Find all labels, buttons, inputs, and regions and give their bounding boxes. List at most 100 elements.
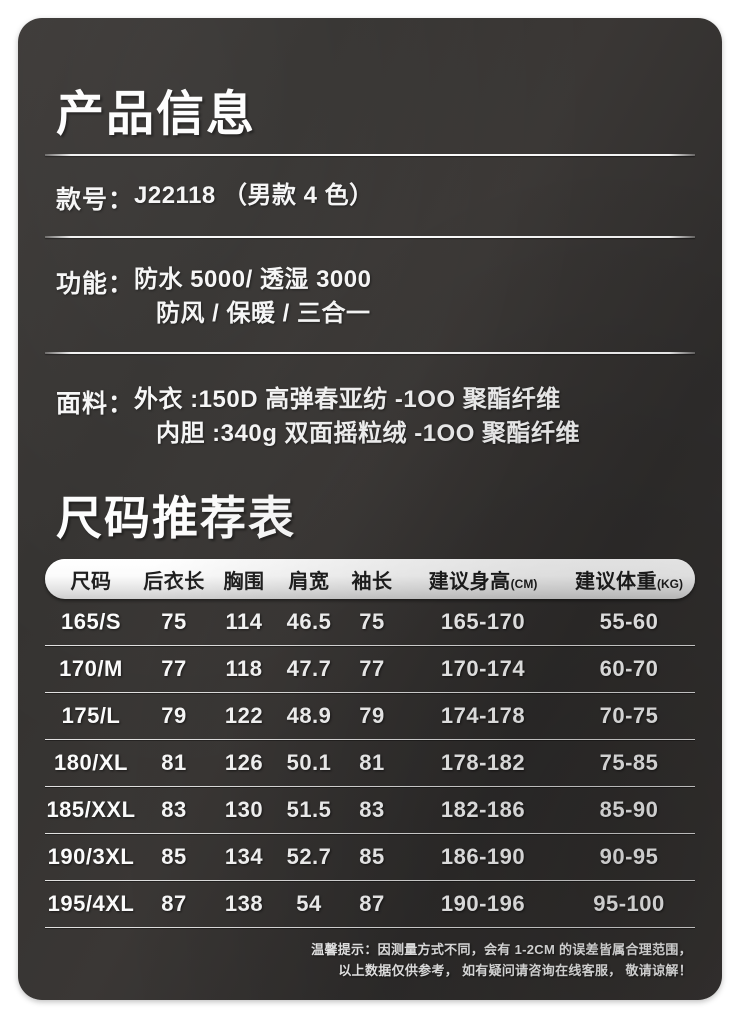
divider-2	[45, 236, 695, 238]
table-cell: 85-90	[599, 797, 659, 822]
table-cell: 75	[161, 609, 187, 634]
footnote-line-2: 以上数据仅供参考， 如有疑问请咨询在线客服， 敬请谅解！	[338, 963, 692, 979]
size-chart-table: 尺码 后衣长 胸围 肩宽 袖长 建议身高(CM) 建议体重(KG) 165/S 75 114 46…	[45, 559, 695, 928]
table-cell: 51.5	[286, 797, 332, 822]
table-header-label: 建议身高	[428, 570, 511, 593]
table-header-unit: (CM)	[510, 576, 538, 591]
spec-value-line: 防风 / 保暖 / 三合一	[156, 300, 371, 328]
table-cell: 60-70	[599, 656, 659, 681]
table-cell: 134	[224, 844, 264, 869]
table-cell: 85	[161, 844, 187, 869]
table-cell: 87	[359, 891, 385, 916]
divider-1	[45, 154, 695, 156]
table-header-cell: 后衣长	[137, 565, 211, 594]
table-row: 170/M 77 118 47.7 77 170-174 60-70	[45, 646, 695, 693]
table-cell: 122	[224, 703, 264, 728]
table-cell: 190-196	[440, 891, 526, 916]
table-header-label: 胸围	[223, 570, 265, 593]
table-cell: 175/L	[61, 703, 121, 728]
table-row: 185/XXL 83 130 51.5 83 182-186 85-90	[45, 787, 695, 834]
table-cell: 50.1	[286, 750, 332, 775]
spec-values-function: 防水 5000/ 透湿 3000 防风 / 保暖 / 三合一	[134, 264, 371, 331]
spec-label-function: 功能：	[56, 270, 135, 298]
table-cell: 83	[161, 797, 187, 822]
page-title-size-chart: 尺码推荐表	[56, 492, 296, 544]
spec-values-model: J22118 （男款 4 色）	[134, 180, 374, 212]
table-cell: 55-60	[599, 609, 659, 634]
table-cell: 75	[359, 609, 385, 634]
table-cell: 165-170	[440, 609, 526, 634]
table-row: 175/L 79 122 48.9 79 174-178 70-75	[45, 693, 695, 740]
table-header-row: 尺码 后衣长 胸围 肩宽 袖长 建议身高(CM) 建议体重(KG)	[45, 559, 695, 599]
table-cell: 95-100	[593, 891, 665, 916]
table-cell: 70-75	[599, 703, 659, 728]
table-cell: 170/M	[59, 656, 123, 681]
spec-value-line: J22118 （男款 4 色）	[134, 182, 374, 209]
divider-3	[45, 352, 695, 354]
table-header-cell: 尺码	[45, 565, 137, 594]
table-cell: 83	[359, 797, 385, 822]
table-cell: 170-174	[440, 656, 526, 681]
table-cell: 46.5	[286, 609, 332, 634]
table-cell: 90-95	[599, 844, 659, 869]
table-cell: 48.9	[286, 703, 332, 728]
table-cell: 165/S	[61, 609, 121, 634]
table-cell: 54	[296, 891, 322, 916]
table-cell: 180/XL	[54, 750, 128, 775]
table-cell: 77	[161, 656, 187, 681]
table-cell: 114	[225, 609, 263, 634]
table-cell: 118	[225, 656, 263, 681]
table-cell: 190/3XL	[47, 844, 135, 869]
table-header-label: 后衣长	[143, 570, 205, 593]
table-header-cell: 建议身高(CM)	[403, 565, 563, 594]
table-cell: 81	[161, 750, 187, 775]
table-cell: 186-190	[440, 844, 526, 869]
table-cell: 85	[359, 844, 385, 869]
spec-value-line: 防水 5000/ 透湿 3000	[134, 266, 372, 293]
table-cell: 77	[359, 656, 385, 681]
table-header-cell: 胸围	[211, 565, 277, 594]
spec-row-model: 款号： J22118 （男款 4 色）	[56, 180, 374, 216]
table-cell: 126	[224, 750, 264, 775]
table-header-label: 袖长	[351, 570, 393, 593]
table-header-label: 建议体重	[575, 570, 657, 593]
footnote: 温馨提示：因测量方式不同，会有 1-2CM 的误差皆属合理范围， 以上数据仅供参…	[311, 939, 692, 982]
table-cell: 87	[161, 891, 187, 916]
table-header-label: 尺码	[70, 570, 112, 593]
table-cell: 47.7	[286, 656, 332, 681]
panel-inner: 产品信息 款号： J22118 （男款 4 色） 功能： 防水 5000/ 透湿…	[18, 18, 722, 1000]
table-header-unit: (KG)	[657, 576, 683, 591]
table-row: 165/S 75 114 46.5 75 165-170 55-60	[45, 599, 695, 646]
table-row: 190/3XL 85 134 52.7 85 186-190 90-95	[45, 834, 695, 881]
table-cell: 195/4XL	[47, 891, 135, 916]
spec-value-line: 外衣 :150D 高弹春亚纺 -1OO 聚酯纤维	[134, 386, 561, 413]
table-header-cell: 肩宽	[277, 565, 341, 594]
table-cell: 138	[224, 891, 264, 916]
table-row: 180/XL 81 126 50.1 81 178-182 75-85	[45, 740, 695, 787]
table-cell: 185/XXL	[46, 797, 136, 822]
table-header-cell: 袖长	[341, 565, 403, 594]
spec-row-function: 功能： 防水 5000/ 透湿 3000 防风 / 保暖 / 三合一	[56, 264, 371, 331]
table-row: 195/4XL 87 138 54 87 190-196 95-100	[45, 881, 695, 928]
table-cell: 130	[224, 797, 264, 822]
table-cell: 81	[359, 750, 385, 775]
spec-values-fabric: 外衣 :150D 高弹春亚纺 -1OO 聚酯纤维 内胆 :340g 双面摇粒绒 …	[134, 384, 580, 451]
table-header-cell: 建议体重(KG)	[563, 565, 695, 594]
footnote-line-1: 温馨提示：因测量方式不同，会有 1-2CM 的误差皆属合理范围，	[311, 942, 692, 957]
spec-value-line: 内胆 :340g 双面摇粒绒 -1OO 聚酯纤维	[156, 420, 581, 448]
table-body: 165/S 75 114 46.5 75 165-170 55-60 170/M 77 118 47…	[45, 599, 695, 928]
spec-label-fabric: 面料：	[56, 390, 135, 418]
table-cell: 52.7	[286, 844, 332, 869]
dark-panel: 产品信息 款号： J22118 （男款 4 色） 功能： 防水 5000/ 透湿…	[18, 18, 722, 1000]
spec-row-fabric: 面料： 外衣 :150D 高弹春亚纺 -1OO 聚酯纤维 内胆 :340g 双面…	[56, 384, 580, 451]
table-header-label: 肩宽	[288, 570, 330, 593]
page-title-product-info: 产品信息	[56, 88, 257, 141]
table-cell: 79	[161, 703, 187, 728]
table-cell: 178-182	[440, 750, 526, 775]
table-cell: 75-85	[599, 750, 659, 775]
spec-label-model: 款号：	[56, 186, 135, 214]
table-cell: 174-178	[440, 703, 526, 728]
table-cell: 182-186	[440, 797, 526, 822]
table-cell: 79	[359, 703, 385, 728]
